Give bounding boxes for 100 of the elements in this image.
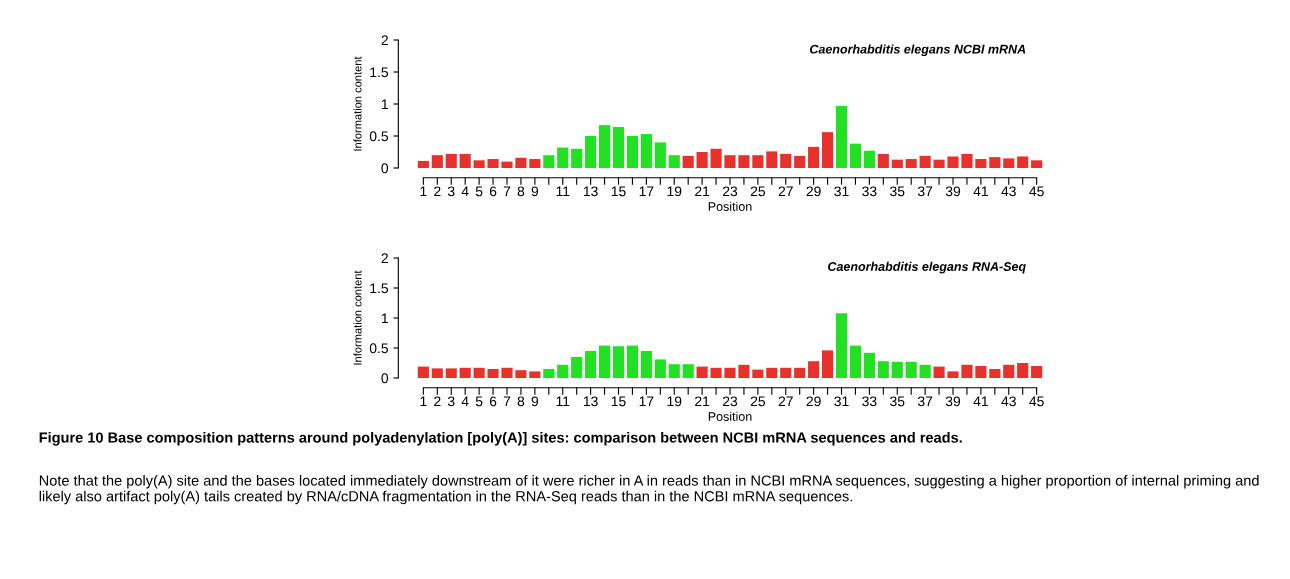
x-tick-label: 37: [917, 186, 933, 197]
y-tick-label: 0.5: [369, 131, 389, 142]
bar: [459, 153, 471, 168]
x-tick-label: 31: [834, 186, 849, 197]
bar: [863, 352, 875, 378]
x-tick-label: 17: [639, 396, 654, 407]
x-tick-label: 39: [945, 396, 961, 407]
x-tick-label: 5: [475, 186, 483, 197]
bar: [682, 364, 694, 378]
x-tick-label: 15: [611, 396, 626, 407]
bar: [891, 159, 903, 168]
y-tick-label: 1: [381, 99, 388, 110]
x-tick-label: 33: [862, 396, 877, 407]
x-tick-label: 41: [973, 186, 988, 197]
bar: [808, 146, 820, 168]
x-tick-label: 35: [890, 396, 905, 407]
bar: [1017, 363, 1029, 378]
x-tick-label: 2: [434, 186, 441, 197]
x-tick-label: 43: [1001, 396, 1016, 407]
bar: [487, 159, 499, 168]
text: Note that the poly(A) site and the bases located immediately downstream of it were richer in A in reads than in NCBI mRNA sequences, suggesting a higher proportion of internal priming and likely also artifact poly(A) tails created by RNA/cDNA fragmentation in the RNA-Seq reads than in the NCBI mRNA sequences.: [39, 475, 1259, 505]
x-tick-label: 25: [750, 396, 766, 407]
x-tick-label: 45: [1029, 186, 1044, 197]
bar: [835, 313, 848, 378]
bar: [626, 345, 639, 378]
bar: [780, 367, 792, 378]
y-tick-label: 1: [381, 313, 388, 324]
bar: [1017, 156, 1029, 168]
x-tick-label: 9: [531, 186, 539, 197]
bar: [585, 351, 597, 378]
bar: [975, 159, 987, 168]
bar: [919, 155, 931, 168]
x-tick-label: 23: [722, 186, 738, 197]
bar: [794, 155, 806, 168]
bar: [905, 361, 917, 378]
bar: [724, 367, 736, 378]
x-tick-label: 11: [556, 186, 570, 197]
x-tick-label: 21: [695, 186, 710, 197]
bar: [515, 370, 527, 378]
bar: [710, 148, 722, 168]
bar: [989, 369, 1001, 378]
y-tick-label: 2: [381, 35, 388, 46]
x-tick-label: 1: [420, 396, 427, 407]
bar: [1003, 364, 1015, 378]
x-tick-label: 4: [461, 186, 469, 197]
bar: [975, 366, 987, 378]
x-tick-label: 6: [489, 186, 497, 197]
x-tick-label: 13: [583, 396, 598, 407]
caption: Figure 10 Base composition patterns around polyadenylation [poly(A)] sites: comparison between NCBI mRNA sequences and reads.: [39, 432, 962, 446]
y-tick-label: 1.5: [370, 283, 389, 294]
x-tick-label: 11: [556, 396, 570, 407]
bar: [612, 127, 625, 168]
bar: [515, 157, 527, 168]
bar: [1003, 158, 1015, 168]
x-tick-label: 43: [1001, 186, 1016, 197]
x-tick-label: 17: [639, 186, 654, 197]
bar: [543, 155, 555, 168]
bar: [501, 367, 513, 378]
x-tick-label: 8: [517, 396, 525, 407]
bar: [752, 155, 764, 168]
bar: [738, 364, 750, 378]
bar: [821, 350, 834, 378]
x-tick-label: 15: [611, 186, 626, 197]
bar: [557, 147, 569, 168]
bar: [501, 161, 513, 168]
bar: [766, 367, 778, 378]
bar: [654, 359, 666, 378]
bar: [919, 364, 931, 378]
chart-title: Caenorhabditis elegans NCBI mRNA: [810, 44, 1026, 57]
bar: [877, 153, 889, 168]
bar: [431, 368, 443, 378]
bar: [571, 357, 583, 378]
x-tick-label: 31: [834, 396, 849, 407]
x-tick-label: 39: [945, 186, 961, 197]
bar: [668, 364, 680, 378]
bar: [473, 367, 485, 378]
bar: [863, 150, 875, 168]
y-tick-label: 1.5: [370, 67, 389, 78]
x-tick-label: 2: [434, 396, 441, 407]
bar: [933, 366, 945, 378]
bar: [459, 367, 471, 378]
bar: [808, 361, 820, 378]
bar: [961, 364, 973, 378]
bar: [543, 369, 555, 378]
bar: [529, 371, 541, 378]
bar: [821, 132, 834, 168]
bar: [445, 368, 457, 378]
bar: [417, 366, 429, 378]
bar: [905, 159, 917, 168]
bar: [752, 369, 764, 378]
y-axis-title: Information content: [353, 56, 362, 151]
x-tick-label: 19: [667, 396, 682, 407]
y-axis-title: Information content: [353, 270, 362, 365]
x-tick-label: 33: [862, 186, 877, 197]
bar: [654, 142, 666, 168]
x-axis-title: Position: [708, 201, 752, 211]
bar: [780, 153, 792, 168]
bar: [696, 152, 708, 168]
bar: [794, 367, 806, 378]
bar: [849, 143, 862, 168]
